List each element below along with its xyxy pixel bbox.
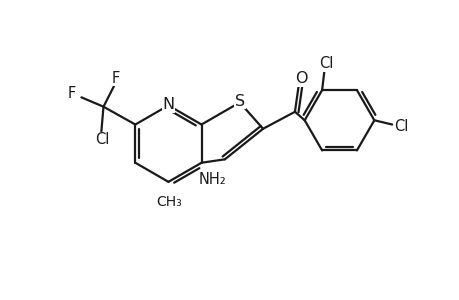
- Text: O: O: [294, 71, 307, 86]
- Text: Cl: Cl: [319, 56, 333, 71]
- Text: F: F: [112, 71, 120, 86]
- Text: CH₃: CH₃: [156, 195, 182, 209]
- Text: Cl: Cl: [393, 119, 408, 134]
- Text: F: F: [68, 86, 76, 101]
- Text: S: S: [234, 94, 244, 109]
- Text: Cl: Cl: [95, 132, 109, 147]
- Text: NH₂: NH₂: [198, 172, 225, 187]
- Text: N: N: [162, 97, 174, 112]
